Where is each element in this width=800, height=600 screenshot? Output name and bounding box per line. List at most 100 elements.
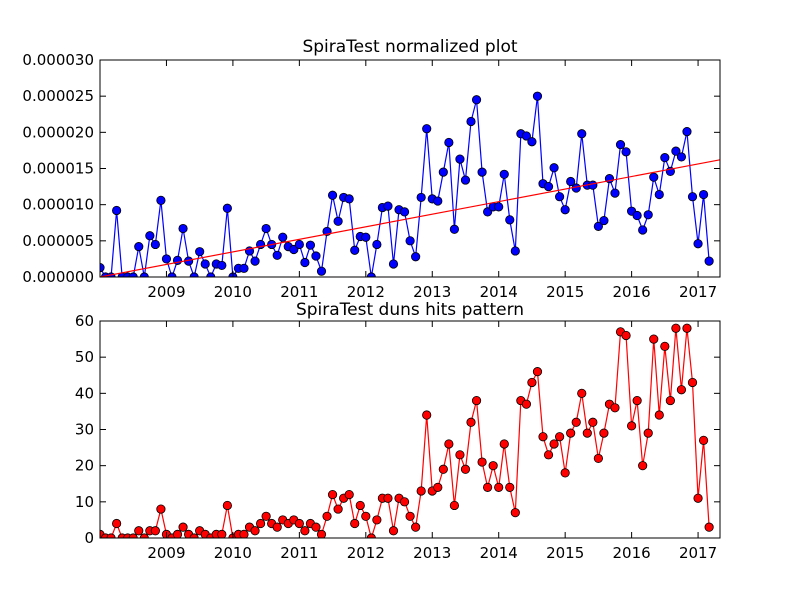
data-point bbox=[172, 529, 183, 538]
data-point bbox=[638, 461, 648, 471]
data-point bbox=[621, 330, 631, 341]
data-point bbox=[444, 439, 454, 449]
data-point bbox=[433, 196, 443, 206]
data-point bbox=[195, 247, 205, 257]
data-point bbox=[416, 486, 426, 496]
data-point bbox=[676, 385, 687, 395]
data-point bbox=[150, 526, 160, 536]
data-point bbox=[671, 323, 681, 333]
data-point bbox=[549, 439, 559, 449]
y-tick-label: 30 bbox=[75, 421, 94, 439]
y-tick-label: 0.000010 bbox=[22, 196, 94, 214]
x-tick-label: 2014 bbox=[480, 283, 518, 301]
data-point bbox=[543, 181, 554, 192]
data-point bbox=[316, 529, 327, 538]
data-point bbox=[582, 428, 592, 438]
data-point bbox=[311, 251, 321, 261]
data-point bbox=[383, 493, 393, 503]
data-point bbox=[250, 526, 260, 536]
x-tick-label: 2017 bbox=[679, 544, 717, 562]
data-point bbox=[449, 224, 459, 234]
data-point bbox=[521, 399, 531, 409]
data-point bbox=[217, 260, 227, 271]
x-tick-label: 2014 bbox=[480, 544, 518, 562]
y-tick-label: 0.000015 bbox=[22, 160, 94, 178]
data-point bbox=[577, 129, 587, 139]
data-point bbox=[527, 137, 537, 147]
y-tick-label: 10 bbox=[75, 493, 94, 511]
y-tick-label: 40 bbox=[75, 384, 94, 402]
data-point bbox=[361, 511, 371, 521]
data-point bbox=[372, 239, 382, 250]
data-point bbox=[643, 210, 653, 220]
data-point bbox=[555, 432, 565, 442]
data-point bbox=[632, 395, 642, 406]
data-point bbox=[593, 453, 603, 464]
y-tick-label: 0.000025 bbox=[22, 87, 94, 105]
data-point bbox=[455, 154, 465, 164]
data-point bbox=[272, 522, 282, 532]
data-point bbox=[704, 256, 714, 266]
data-point bbox=[372, 515, 382, 525]
data-point bbox=[527, 377, 537, 388]
data-point bbox=[682, 323, 692, 333]
data-point bbox=[460, 464, 471, 474]
x-tick-label: 2013 bbox=[413, 544, 451, 562]
data-point bbox=[156, 195, 166, 205]
data-point bbox=[649, 334, 659, 344]
data-point bbox=[676, 152, 687, 162]
data-point bbox=[255, 518, 266, 529]
data-point bbox=[499, 439, 509, 449]
data-point bbox=[150, 239, 160, 250]
data-point bbox=[671, 146, 681, 156]
data-point bbox=[239, 529, 249, 538]
data-point bbox=[350, 518, 360, 529]
data-point bbox=[571, 417, 581, 427]
data-point bbox=[178, 522, 188, 532]
axis-ticks: 2009 2010 2011 2012 2013 2014 2015 2016 2017 0 10 2… bbox=[75, 312, 720, 562]
data-point bbox=[294, 239, 304, 250]
plot-marks bbox=[100, 91, 720, 277]
data-point bbox=[698, 435, 709, 445]
y-tick-label: 0.000020 bbox=[22, 123, 94, 141]
data-point bbox=[599, 215, 609, 226]
data-point bbox=[460, 175, 471, 185]
data-point bbox=[483, 482, 493, 492]
data-point bbox=[505, 482, 515, 492]
x-tick-label: 2015 bbox=[546, 283, 584, 301]
trend-line bbox=[100, 159, 720, 277]
data-point bbox=[510, 508, 520, 518]
data-point bbox=[294, 518, 304, 529]
data-point bbox=[610, 403, 620, 413]
data-point bbox=[405, 236, 415, 246]
data-point bbox=[560, 205, 570, 215]
data-point bbox=[300, 526, 310, 536]
data-point bbox=[355, 500, 365, 511]
data-point bbox=[178, 223, 188, 234]
data-point bbox=[438, 167, 448, 177]
data-point bbox=[222, 500, 232, 511]
data-point bbox=[660, 341, 670, 351]
chart-title: SpiraTest duns hits pattern bbox=[296, 300, 524, 320]
data-point bbox=[344, 489, 354, 500]
data-point bbox=[494, 482, 504, 492]
data-point bbox=[134, 242, 144, 252]
data-point bbox=[626, 421, 637, 431]
x-tick-label: 2016 bbox=[613, 544, 651, 562]
x-tick-label: 2010 bbox=[214, 283, 252, 301]
data-point bbox=[250, 256, 260, 266]
data-point bbox=[510, 246, 520, 256]
data-point bbox=[532, 367, 543, 377]
data-point bbox=[466, 116, 476, 127]
data-point bbox=[444, 137, 454, 148]
data-point bbox=[112, 205, 122, 216]
x-tick-label: 2010 bbox=[214, 544, 252, 562]
data-point bbox=[327, 190, 338, 200]
data-point bbox=[134, 526, 144, 536]
data-point bbox=[422, 410, 432, 420]
data-point bbox=[538, 432, 548, 442]
data-point bbox=[222, 203, 232, 213]
data-point bbox=[638, 225, 648, 235]
y-tick-label: 20 bbox=[75, 457, 94, 475]
data-point bbox=[411, 252, 421, 262]
